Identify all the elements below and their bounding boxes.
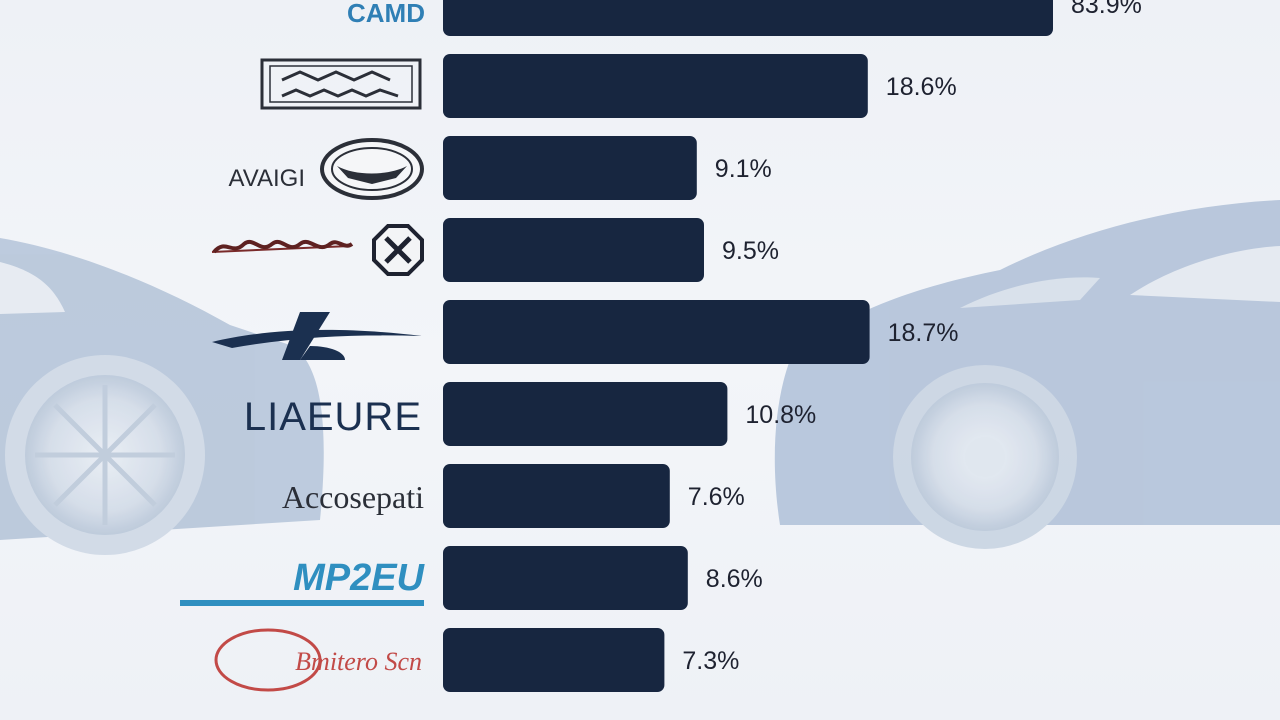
red-swirl-script-logo-icon: Bmitero Scn <box>214 628 422 692</box>
camd-wordmark-icon: CAMD <box>347 0 425 28</box>
left-car-silhouette <box>0 238 324 555</box>
value-label: 10.8% <box>745 401 816 429</box>
script-wordmark-with-octagon-badge-icon <box>211 224 424 276</box>
bar <box>443 546 688 610</box>
bar <box>443 628 665 692</box>
category-label: Accosepati <box>282 479 424 515</box>
bar <box>443 136 697 200</box>
italic-blue-wordmark-icon: MP2EU <box>180 557 426 606</box>
brand-logo-column: CAMD AVAIGI LIA <box>180 0 426 692</box>
value-label-group: 83.9% 18.6% 9.1% 9.5% 18.7% 10.8% 7.6% 8.6% 7.3% <box>682 0 1141 675</box>
bar <box>443 382 728 446</box>
left-wheel-spokes <box>35 385 175 525</box>
right-car-silhouette <box>774 200 1280 549</box>
value-label: 18.6% <box>886 73 957 101</box>
category-label: CAMD <box>347 0 425 28</box>
value-label: 83.9% <box>1071 0 1142 19</box>
bar <box>443 0 1053 36</box>
oval-emblem-logo-icon: AVAIGI <box>229 138 424 200</box>
bar-group <box>443 0 1053 692</box>
category-label: LIAEURE <box>244 395 422 439</box>
category-label: MP2EU <box>293 557 425 599</box>
value-label: 7.3% <box>682 647 739 675</box>
value-label: 7.6% <box>688 483 745 511</box>
value-label: 18.7% <box>888 319 959 347</box>
category-label: Bmitero Scn <box>295 647 422 676</box>
value-label: 8.6% <box>706 565 763 593</box>
value-label: 9.1% <box>715 155 772 183</box>
swoosh-logo-icon <box>212 312 422 360</box>
bar <box>443 464 670 528</box>
bar <box>443 218 704 282</box>
category-label: AVAIGI <box>229 165 305 192</box>
badge-crest-logo-icon <box>260 58 422 110</box>
bar <box>443 300 870 364</box>
liaeure-wordmark-icon: LIAEURE <box>244 395 422 439</box>
bar <box>443 54 868 118</box>
serif-wordmark-icon: Accosepati <box>282 479 424 515</box>
value-label: 9.5% <box>722 237 779 265</box>
